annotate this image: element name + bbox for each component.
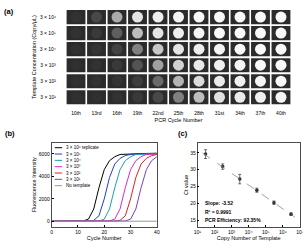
svg-text:3 × 10⁵: 3 × 10⁵ [66, 152, 81, 157]
svg-text:10: 10 [75, 229, 81, 235]
svg-text:Ct value: Ct value [183, 175, 189, 195]
svg-text:3 × 10⁵: 3 × 10⁵ [40, 30, 56, 36]
svg-text:3 × 10²: 3 × 10² [40, 78, 56, 84]
svg-text:10th: 10th [71, 110, 81, 116]
svg-text:No template: No template [66, 183, 91, 188]
svg-text:10⁵: 10⁵ [262, 229, 270, 235]
svg-text:10¹: 10¹ [194, 229, 202, 235]
svg-text:Slope: -3.52: Slope: -3.52 [205, 200, 233, 206]
svg-text:10⁷: 10⁷ [296, 229, 304, 235]
svg-text:Copy Number of Template: Copy Number of Template [217, 235, 281, 241]
svg-text:34th: 34th [235, 110, 245, 116]
svg-text:16th: 16th [112, 110, 122, 116]
svg-text:31st: 31st [215, 110, 225, 116]
svg-text:22nd: 22nd [152, 110, 163, 116]
svg-text:0: 0 [50, 229, 53, 235]
svg-text:35: 35 [190, 150, 196, 156]
svg-text:(c): (c) [178, 129, 188, 138]
svg-text:3 × 10⁴: 3 × 10⁴ [66, 158, 81, 163]
svg-text:3 × 10²: 3 × 10² [66, 171, 81, 176]
svg-text:3 × 10³: 3 × 10³ [40, 62, 56, 68]
svg-text:3 × 10⁶: 3 × 10⁶ [40, 14, 56, 20]
svg-text:3 × 10³: 3 × 10³ [66, 164, 81, 169]
svg-text:10⁴: 10⁴ [245, 229, 253, 235]
svg-text:30: 30 [128, 229, 134, 235]
svg-text:2000: 2000 [39, 196, 50, 202]
svg-text:Template Concentration (Copy/μ: Template Concentration (Copy/μL) [31, 15, 37, 99]
svg-text:19th: 19th [133, 110, 143, 116]
svg-text:4000: 4000 [39, 173, 50, 179]
svg-text:10⁶: 10⁶ [279, 229, 287, 235]
svg-text:PCR Cycle Number: PCR Cycle Number [155, 117, 203, 123]
svg-text:3 × 10⁶ replicate: 3 × 10⁶ replicate [66, 145, 99, 150]
svg-text:25th: 25th [174, 110, 184, 116]
svg-text:PCR Efficiency: 92.35%: PCR Efficiency: 92.35% [205, 217, 261, 223]
svg-text:28th: 28th [194, 110, 204, 116]
svg-text:3 × 10¹: 3 × 10¹ [66, 177, 81, 182]
svg-text:13rd: 13rd [92, 110, 102, 116]
svg-text:20: 20 [101, 229, 107, 235]
svg-text:(a): (a) [4, 7, 14, 16]
svg-text:20: 20 [190, 200, 196, 206]
svg-text:R² = 0.9991: R² = 0.9991 [205, 209, 231, 215]
svg-text:40th: 40th [276, 110, 286, 116]
svg-text:Cycle Number: Cycle Number [87, 235, 122, 241]
svg-text:15: 15 [190, 217, 196, 223]
svg-text:3 × 10¹: 3 × 10¹ [40, 94, 56, 100]
svg-text:Fluorescence Intensity: Fluorescence Intensity [31, 157, 37, 212]
svg-text:25: 25 [190, 183, 196, 189]
svg-text:40: 40 [154, 229, 160, 235]
svg-text:10³: 10³ [228, 229, 236, 235]
svg-text:(b): (b) [5, 129, 15, 138]
svg-text:30: 30 [190, 166, 196, 172]
svg-text:3 × 10⁴: 3 × 10⁴ [40, 46, 56, 52]
svg-text:6000: 6000 [39, 151, 50, 157]
svg-text:37th: 37th [256, 110, 266, 116]
svg-text:10²: 10² [211, 229, 219, 235]
svg-text:0: 0 [47, 218, 50, 224]
